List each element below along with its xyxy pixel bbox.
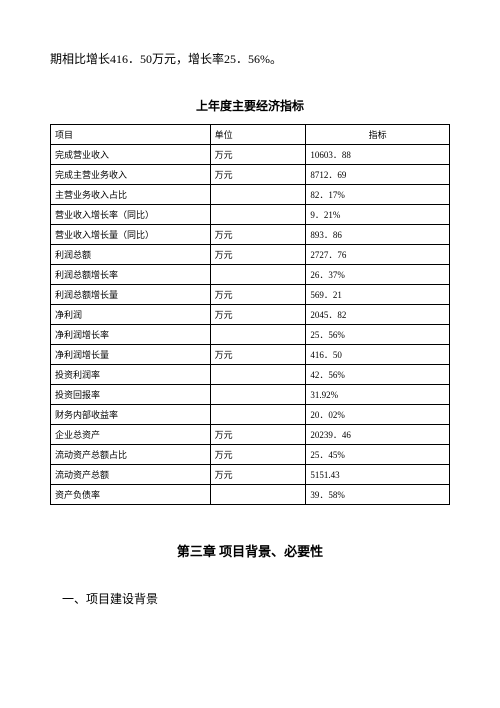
cell-item: 主营业务收入占比	[51, 185, 211, 205]
table-row: 投资利润率 42．56%	[51, 365, 450, 385]
cell-value: 9．21%	[306, 205, 450, 225]
table-row: 利润总额增长率 26．37%	[51, 265, 450, 285]
cell-value: 10603．88	[306, 145, 450, 165]
cell-unit	[210, 205, 306, 225]
cell-item: 净利润增长量	[51, 345, 211, 365]
table-row: 净利润增长率 25．56%	[51, 325, 450, 345]
table-row: 流动资产总额占比万元25．45%	[51, 445, 450, 465]
cell-item: 净利润	[51, 305, 211, 325]
cell-value: 416．50	[306, 345, 450, 365]
economic-indicators-table: 项目 单位 指标 完成营业收入万元10603．88完成主营业务收入万元8712．…	[50, 124, 450, 505]
cell-value: 39．58%	[306, 485, 450, 505]
cell-item: 流动资产总额	[51, 465, 211, 485]
cell-item: 财务内部收益率	[51, 405, 211, 425]
table-row: 主营业务收入占比 82．17%	[51, 185, 450, 205]
cell-unit: 万元	[210, 305, 306, 325]
cell-item: 完成营业收入	[51, 145, 211, 165]
cell-item: 营业收入增长率（同比）	[51, 205, 211, 225]
cell-item: 利润总额增长率	[51, 265, 211, 285]
cell-value: 42．56%	[306, 365, 450, 385]
intro-text: 期相比增长416．50万元，增长率25．56%。	[50, 50, 450, 69]
table-header-row: 项目 单位 指标	[51, 125, 450, 145]
table-title: 上年度主要经济指标	[50, 97, 450, 114]
cell-item: 利润总额	[51, 245, 211, 265]
cell-unit: 万元	[210, 245, 306, 265]
cell-unit	[210, 185, 306, 205]
cell-item: 企业总资产	[51, 425, 211, 445]
cell-value: 5151.43	[306, 465, 450, 485]
section-heading: 一、项目建设背景	[50, 590, 450, 607]
cell-unit: 万元	[210, 285, 306, 305]
cell-unit	[210, 485, 306, 505]
cell-item: 流动资产总额占比	[51, 445, 211, 465]
cell-value: 2727．76	[306, 245, 450, 265]
cell-unit: 万元	[210, 165, 306, 185]
cell-value: 20．02%	[306, 405, 450, 425]
cell-unit: 万元	[210, 145, 306, 165]
cell-unit	[210, 385, 306, 405]
cell-value: 8712．69	[306, 165, 450, 185]
table-row: 营业收入增长量（同比）万元893．86	[51, 225, 450, 245]
table-row: 完成主营业务收入万元8712．69	[51, 165, 450, 185]
cell-unit	[210, 365, 306, 385]
cell-unit	[210, 405, 306, 425]
cell-value: 893．86	[306, 225, 450, 245]
table-row: 企业总资产万元20239．46	[51, 425, 450, 445]
table-row: 净利润增长量万元416．50	[51, 345, 450, 365]
cell-item: 营业收入增长量（同比）	[51, 225, 211, 245]
cell-unit: 万元	[210, 465, 306, 485]
cell-item: 完成主营业务收入	[51, 165, 211, 185]
cell-value: 25．45%	[306, 445, 450, 465]
header-value: 指标	[306, 125, 450, 145]
table-row: 完成营业收入万元10603．88	[51, 145, 450, 165]
table-row: 投资回报率 31.92%	[51, 385, 450, 405]
table-row: 流动资产总额万元5151.43	[51, 465, 450, 485]
cell-item: 资产负债率	[51, 485, 211, 505]
table-row: 资产负债率 39．58%	[51, 485, 450, 505]
cell-item: 投资回报率	[51, 385, 211, 405]
cell-value: 569．21	[306, 285, 450, 305]
table-row: 净利润万元2045．82	[51, 305, 450, 325]
cell-item: 投资利润率	[51, 365, 211, 385]
cell-unit: 万元	[210, 445, 306, 465]
cell-unit	[210, 325, 306, 345]
cell-unit: 万元	[210, 425, 306, 445]
table-row: 利润总额增长量万元569．21	[51, 285, 450, 305]
header-item: 项目	[51, 125, 211, 145]
cell-value: 2045．82	[306, 305, 450, 325]
cell-unit: 万元	[210, 345, 306, 365]
cell-value: 20239．46	[306, 425, 450, 445]
cell-item: 净利润增长率	[51, 325, 211, 345]
table-row: 财务内部收益率 20．02%	[51, 405, 450, 425]
cell-value: 26．37%	[306, 265, 450, 285]
cell-value: 82．17%	[306, 185, 450, 205]
header-unit: 单位	[210, 125, 306, 145]
table-row: 利润总额万元2727．76	[51, 245, 450, 265]
cell-item: 利润总额增长量	[51, 285, 211, 305]
cell-value: 31.92%	[306, 385, 450, 405]
cell-value: 25．56%	[306, 325, 450, 345]
cell-unit: 万元	[210, 225, 306, 245]
chapter-title: 第三章 项目背景、必要性	[50, 541, 450, 560]
table-row: 营业收入增长率（同比） 9．21%	[51, 205, 450, 225]
cell-unit	[210, 265, 306, 285]
